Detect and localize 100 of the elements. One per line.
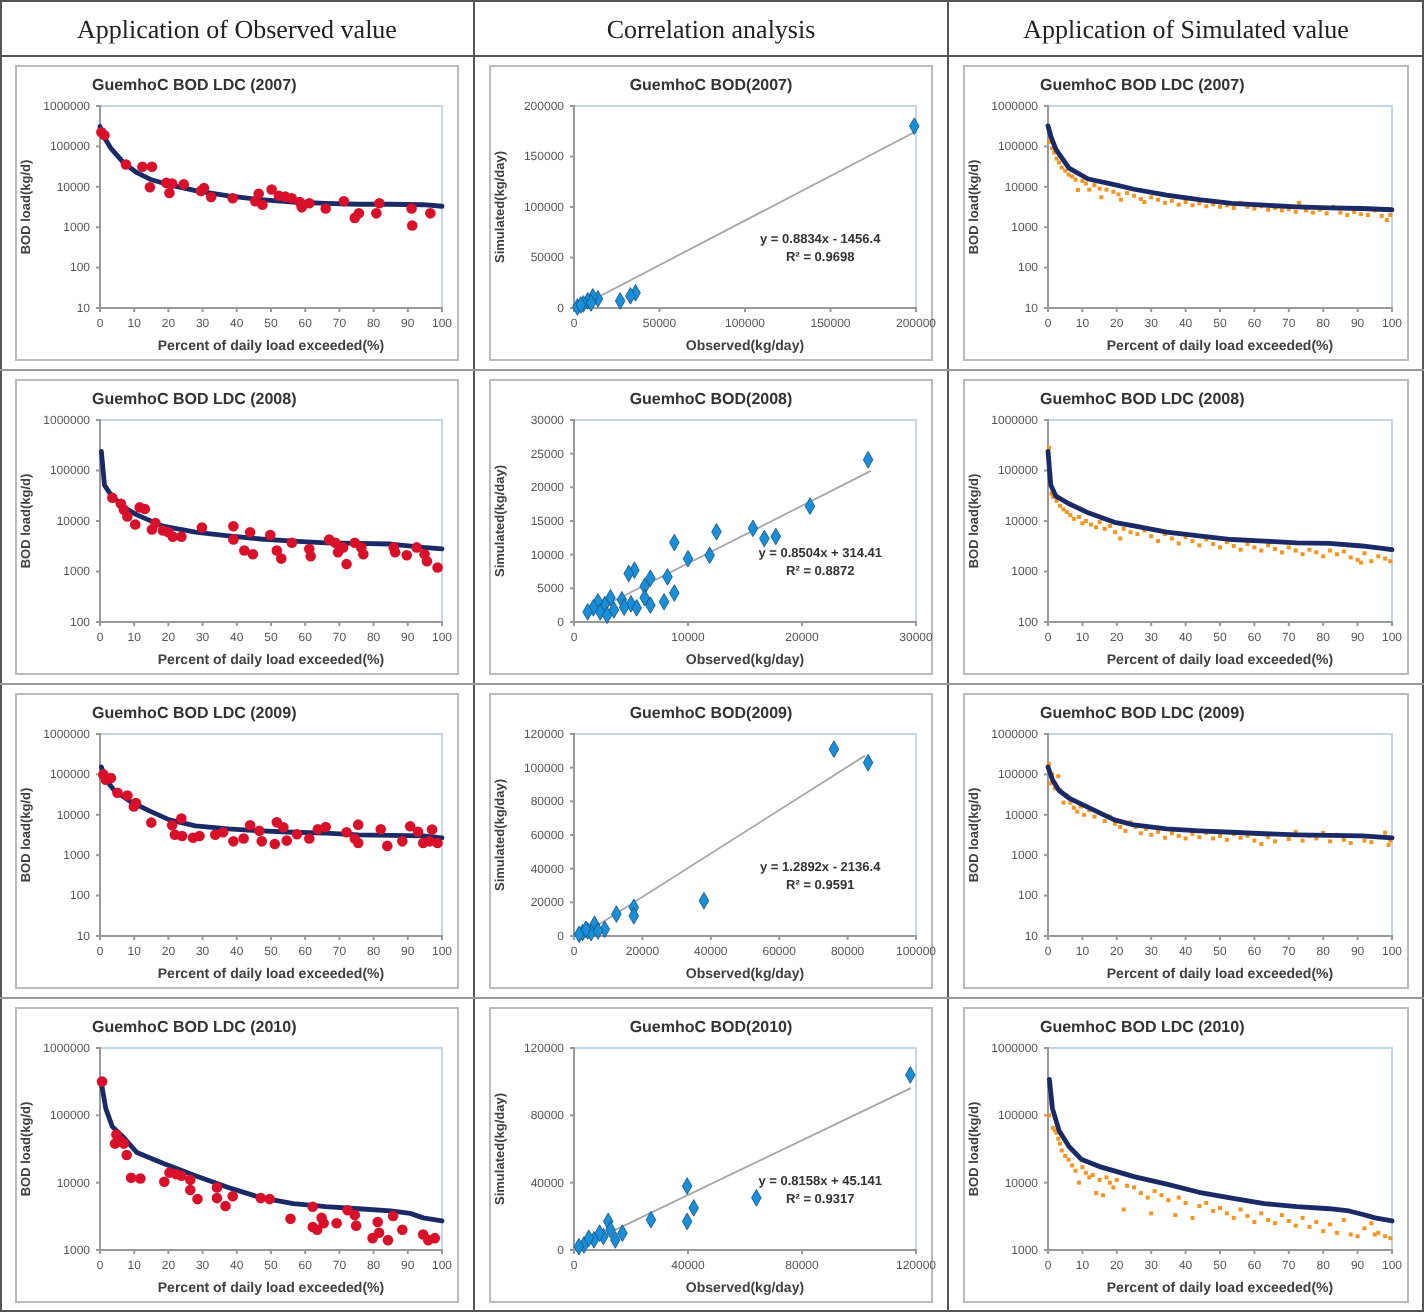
point [150,517,161,529]
point [166,820,178,831]
chart-title: GuemhoC BOD LDC (2008) [1040,390,1246,408]
point [337,542,349,553]
point [176,1170,187,1181]
point [196,522,208,533]
point [432,562,443,573]
point [122,790,133,801]
point [227,192,238,204]
point [331,1217,342,1229]
chart-title: GuemhoC BOD LDC (2010) [1040,1018,1246,1036]
point [265,529,276,541]
point [144,181,156,193]
point [320,203,332,214]
point [338,195,350,207]
point [129,519,141,530]
point [185,1174,196,1186]
point [381,840,393,852]
point [425,208,436,219]
point [404,820,416,832]
point [211,1192,223,1204]
point [304,198,315,209]
point [285,1213,296,1225]
chart-title: GuemhoC BOD(2007) [629,76,794,94]
point [305,551,316,562]
chart-subtitle: Correlation analysis [606,14,816,44]
point [120,159,132,170]
point [257,199,268,211]
point [239,545,250,556]
point [146,817,157,828]
point [371,208,382,219]
line-series [1046,1076,1395,1224]
point [264,1193,275,1205]
point [220,1200,231,1212]
chart-title: GuemhoC BOD(2010) [629,1018,794,1036]
point [307,1201,319,1212]
chart-title: GuemhoC BOD LDC (2007) [92,76,298,94]
point [121,1149,132,1161]
point [350,1220,362,1231]
point [401,549,413,561]
point [228,520,239,532]
point [194,830,205,842]
point [205,191,217,203]
chart-title: GuemhoC BOD LDC (2009) [1040,704,1246,722]
chart-subtitle: Application of Observed value [77,14,398,44]
point [389,547,401,558]
point [253,188,264,200]
point [426,824,438,835]
point [411,542,422,553]
point [421,555,433,567]
point [275,553,287,564]
point [125,1172,137,1184]
point [176,813,187,824]
point [146,161,158,173]
point [271,545,283,556]
point [374,198,385,209]
point [382,1234,394,1246]
point [96,1076,108,1087]
point [244,820,256,831]
point [286,537,298,549]
point [266,184,277,195]
point [412,826,424,838]
point [178,179,190,190]
point [192,1193,203,1205]
point [372,1216,383,1228]
point [352,819,364,830]
point [353,208,365,219]
point [269,838,281,850]
point [176,531,187,542]
point [397,836,408,847]
chart-title: GuemhoC BOD LDC (2008) [92,390,298,408]
point [330,537,341,549]
point [107,492,118,504]
point [286,192,298,204]
point [227,1190,238,1202]
point [164,187,175,199]
point [254,825,265,837]
point [349,1209,361,1221]
point [159,1176,170,1188]
point [281,835,293,846]
point [122,511,133,522]
chart-subtitle: Application of Simulated value [1023,14,1350,44]
point [387,1210,399,1222]
point [341,558,352,570]
chart-title: GuemhoC BOD(2008) [629,390,794,408]
point [228,836,239,847]
chart-title: GuemhoC BOD LDC (2009) [92,704,298,722]
point [228,534,239,545]
point [406,203,417,214]
chart-title: GuemhoC BOD(2009) [629,704,794,722]
point [256,836,268,847]
point [304,833,315,844]
point [320,821,332,833]
point [244,526,256,538]
point [135,1173,146,1184]
point [432,837,443,849]
point [352,837,364,849]
point [291,828,303,840]
point [137,161,148,173]
point [278,822,289,833]
